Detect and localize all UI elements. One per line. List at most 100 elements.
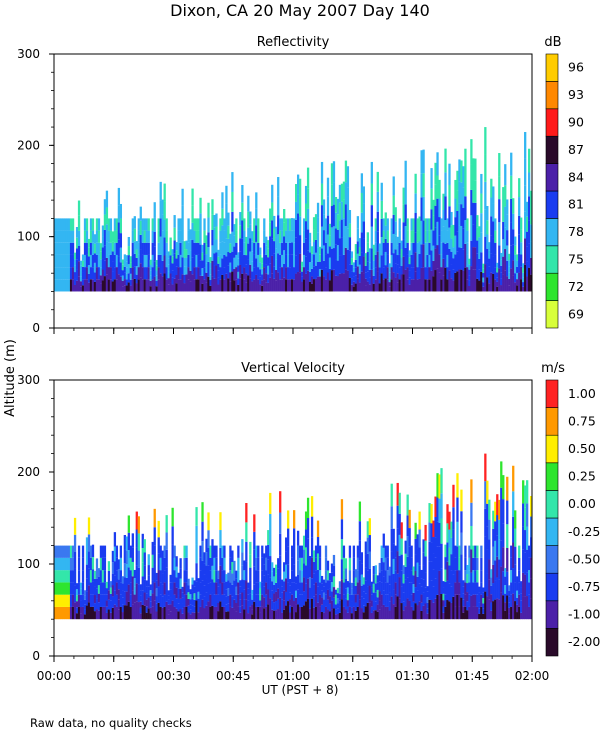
heatmap-cell bbox=[201, 260, 204, 269]
heatmap-cell bbox=[115, 254, 119, 268]
heatmap-cell bbox=[195, 581, 198, 601]
heatmap-cell bbox=[81, 545, 85, 558]
heatmap-cell bbox=[203, 279, 206, 292]
heatmap-cell bbox=[406, 267, 409, 280]
heatmap-cell bbox=[185, 606, 188, 620]
heatmap-cell bbox=[504, 576, 507, 586]
heatmap-cell bbox=[223, 557, 226, 571]
heatmap-cell bbox=[173, 266, 176, 279]
heatmap-cell bbox=[482, 613, 485, 620]
heatmap-cell bbox=[420, 150, 423, 174]
heatmap-cell bbox=[245, 561, 248, 581]
heatmap-cell bbox=[265, 557, 268, 571]
heatmap-cell bbox=[159, 254, 162, 274]
heatmap-cell bbox=[338, 202, 342, 221]
heatmap-cell bbox=[404, 593, 407, 607]
heatmap-cell bbox=[217, 249, 220, 257]
heatmap-cell bbox=[412, 601, 415, 611]
heatmap-cell bbox=[496, 277, 499, 282]
heatmap-cell bbox=[239, 599, 242, 607]
heatmap-cell bbox=[175, 250, 178, 259]
heatmap-cell bbox=[179, 242, 182, 255]
heatmap-cell bbox=[139, 601, 142, 608]
heatmap-cell bbox=[273, 266, 276, 279]
heatmap-cell bbox=[380, 182, 383, 201]
heatmap-cell bbox=[143, 218, 146, 231]
heatmap-cell bbox=[510, 198, 513, 223]
heatmap-cell bbox=[300, 286, 304, 292]
heatmap-cell bbox=[526, 246, 529, 262]
heatmap-cell bbox=[452, 236, 455, 248]
heatmap-cell bbox=[322, 586, 326, 593]
heatmap-cell bbox=[287, 230, 290, 243]
heatmap-cell bbox=[300, 266, 304, 272]
heatmap-cell bbox=[444, 557, 447, 570]
heatmap-cell bbox=[59, 267, 63, 280]
heatmap-cell bbox=[287, 546, 290, 565]
heatmap-cell bbox=[316, 217, 320, 233]
heatmap-cell bbox=[504, 164, 507, 186]
heatmap-cell bbox=[418, 565, 421, 584]
heatmap-cell bbox=[187, 605, 190, 613]
heatmap-cell bbox=[302, 563, 306, 578]
heatmap-cell bbox=[312, 266, 316, 280]
heatmap-cell bbox=[173, 570, 176, 583]
heatmap-cell bbox=[101, 570, 105, 583]
heatmap-cell bbox=[484, 536, 487, 564]
heatmap-cell bbox=[396, 528, 399, 552]
heatmap-cell bbox=[279, 242, 282, 255]
heatmap-cell bbox=[436, 570, 439, 595]
heatmap-cell bbox=[356, 545, 360, 558]
heatmap-cell bbox=[54, 557, 57, 571]
colorbar-label: -2.00 bbox=[568, 634, 600, 649]
heatmap-cell bbox=[344, 204, 348, 227]
heatmap-cell bbox=[380, 237, 383, 256]
heatmap-cell bbox=[191, 591, 194, 599]
heatmap-cell bbox=[318, 606, 322, 620]
heatmap-cell bbox=[468, 280, 471, 287]
heatmap-cell bbox=[145, 230, 148, 243]
heatmap-cell bbox=[452, 574, 455, 597]
heatmap-cell bbox=[193, 218, 196, 231]
heatmap-cell bbox=[380, 200, 383, 219]
heatmap-cell bbox=[229, 570, 232, 583]
heatmap-cell bbox=[314, 265, 318, 279]
heatmap-cell bbox=[249, 264, 252, 279]
heatmap-cell bbox=[296, 252, 300, 272]
colorbar-swatch bbox=[545, 572, 559, 602]
heatmap-cell bbox=[289, 279, 292, 292]
colorbar-label: 75 bbox=[568, 252, 584, 267]
heatmap-cell bbox=[271, 238, 274, 256]
heatmap-cell bbox=[498, 579, 501, 600]
heatmap-cell bbox=[296, 545, 300, 561]
heatmap-cell bbox=[253, 601, 256, 620]
heatmap-cell bbox=[464, 606, 467, 620]
heatmap-cell bbox=[119, 203, 123, 219]
heatmap-cell bbox=[195, 563, 198, 582]
heatmap-cell bbox=[412, 592, 415, 602]
heatmap-cell bbox=[65, 242, 69, 255]
heatmap-cell bbox=[488, 283, 491, 292]
heatmap-cell bbox=[57, 606, 61, 620]
heatmap-cell bbox=[472, 606, 475, 620]
colorbar-label: 84 bbox=[568, 169, 584, 184]
heatmap-cell bbox=[235, 267, 238, 280]
heatmap-cell bbox=[314, 239, 318, 253]
heatmap-cell bbox=[294, 576, 298, 584]
heatmap-cell bbox=[259, 588, 262, 595]
heatmap-cell bbox=[378, 275, 381, 284]
heatmap-cell bbox=[207, 565, 210, 584]
heatmap-cell bbox=[149, 613, 152, 620]
heatmap-cell bbox=[362, 203, 365, 222]
heatmap-cell bbox=[412, 566, 415, 576]
heatmap-cell bbox=[289, 578, 292, 586]
heatmap-cell bbox=[177, 595, 180, 604]
heatmap-cell bbox=[55, 254, 59, 268]
heatmap-cell bbox=[434, 184, 437, 206]
heatmap-cell bbox=[350, 594, 354, 602]
heatmap-cell bbox=[418, 601, 421, 620]
heatmap-cell bbox=[462, 612, 465, 620]
heatmap-cell bbox=[147, 586, 150, 598]
heatmap-cell bbox=[434, 248, 437, 271]
heatmap-cell bbox=[412, 230, 415, 243]
